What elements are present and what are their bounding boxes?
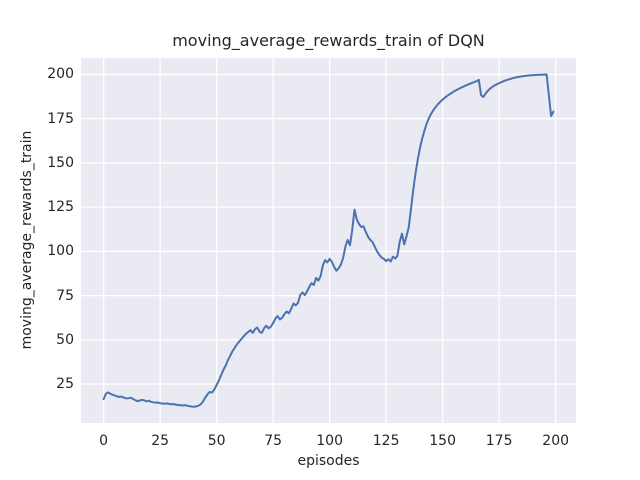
x-tick-label: 25 — [151, 433, 170, 449]
y-axis-label: moving_average_rewards_train — [19, 130, 35, 350]
x-tick-label: 50 — [207, 433, 226, 449]
y-tick-label: 25 — [56, 376, 74, 393]
x-tick-label: 150 — [429, 433, 456, 449]
y-tick-label: 150 — [47, 154, 74, 171]
y-tick-label: 100 — [47, 243, 74, 260]
x-axis-label: episodes — [297, 453, 360, 469]
x-tick-label: 100 — [316, 433, 343, 449]
y-tick-label: 75 — [56, 287, 74, 304]
chart-title: moving_average_rewards_train of DQN — [172, 31, 485, 50]
y-tick-label: 200 — [47, 66, 74, 83]
y-tick-label: 125 — [47, 199, 74, 216]
plot-area — [81, 58, 576, 423]
x-tick-label: 125 — [372, 433, 400, 449]
x-tick-label: 0 — [99, 433, 109, 449]
y-tick-label: 175 — [47, 110, 74, 127]
x-tick-label: 175 — [485, 433, 513, 449]
y-tick-label: 50 — [56, 331, 74, 348]
x-tick-label: 200 — [542, 433, 570, 449]
reward-curve — [102, 73, 555, 408]
x-tick-label: 75 — [264, 433, 283, 449]
